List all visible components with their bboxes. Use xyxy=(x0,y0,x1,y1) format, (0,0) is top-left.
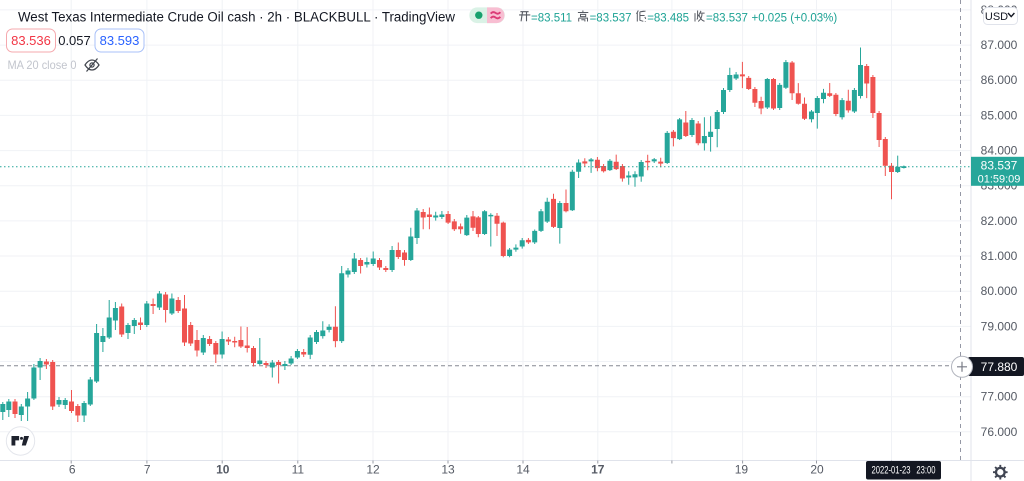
svg-text:10: 10 xyxy=(216,463,230,477)
svg-text:77.000: 77.000 xyxy=(981,390,1018,404)
svg-text:01:59:09: 01:59:09 xyxy=(978,174,1021,186)
svg-text:79.000: 79.000 xyxy=(981,319,1018,333)
svg-text:81.000: 81.000 xyxy=(981,249,1018,263)
svg-text:2022-01-23 23:00: 2022-01-23 23:00 xyxy=(872,465,936,477)
svg-text:19: 19 xyxy=(735,463,749,477)
svg-text:=83.537: =83.537 xyxy=(590,13,632,25)
svg-text:=83.485: =83.485 xyxy=(647,13,689,25)
svg-text:=83.511: =83.511 xyxy=(531,13,572,25)
svg-text:83.537: 83.537 xyxy=(981,159,1018,173)
svg-text:West Texas Intermediate Crude: West Texas Intermediate Crude Oil cash ·… xyxy=(18,9,455,24)
svg-text:20: 20 xyxy=(810,463,824,477)
svg-text:MA 20 close 0: MA 20 close 0 xyxy=(8,58,77,72)
svg-text:83.593: 83.593 xyxy=(100,33,140,48)
svg-text:80.000: 80.000 xyxy=(981,284,1018,298)
svg-text:0.057: 0.057 xyxy=(58,33,91,48)
svg-text:86.000: 86.000 xyxy=(981,73,1018,87)
svg-text:12: 12 xyxy=(366,463,380,477)
svg-text:85.000: 85.000 xyxy=(981,108,1018,122)
svg-text:=83.537: =83.537 xyxy=(706,13,748,25)
svg-text:USD: USD xyxy=(985,11,1008,23)
svg-text:6: 6 xyxy=(69,463,76,477)
svg-text:+0.025 (+0.03%): +0.025 (+0.03%) xyxy=(752,13,838,25)
svg-text:77.880: 77.880 xyxy=(981,360,1018,374)
svg-text:11: 11 xyxy=(292,463,305,477)
svg-text:13: 13 xyxy=(441,463,455,477)
svg-text:17: 17 xyxy=(591,463,605,477)
svg-text:82.000: 82.000 xyxy=(981,214,1018,228)
svg-text:87.000: 87.000 xyxy=(981,38,1018,52)
svg-text:84.000: 84.000 xyxy=(981,144,1018,158)
svg-text:7: 7 xyxy=(144,463,151,477)
svg-text:76.000: 76.000 xyxy=(981,425,1018,439)
svg-text:83.536: 83.536 xyxy=(11,33,51,48)
svg-text:14: 14 xyxy=(516,463,530,477)
